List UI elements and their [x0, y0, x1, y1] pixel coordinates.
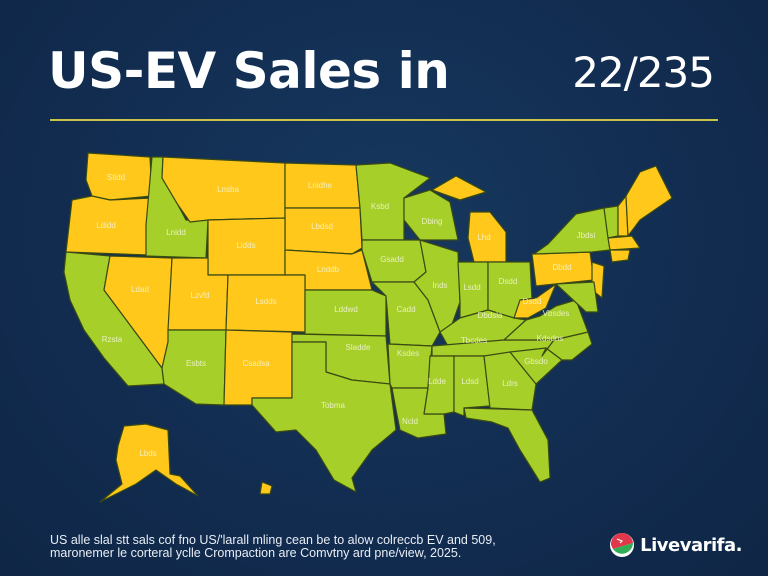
svg-text:Csadsa: Csadsa — [242, 359, 270, 368]
svg-text:Kdsdns: Kdsdns — [537, 334, 564, 343]
state-TX[interactable] — [251, 341, 397, 493]
svg-text:Vbsdes: Vbsdes — [543, 309, 570, 318]
svg-text:Esbts: Esbts — [186, 359, 206, 368]
svg-text:Dbdd: Dbdd — [552, 263, 571, 272]
globe-logo-icon — [610, 532, 635, 557]
state-VA[interactable] — [503, 299, 589, 341]
state-WV[interactable] — [513, 283, 557, 319]
svg-text:Inds: Inds — [432, 281, 447, 290]
svg-text:Rzsta: Rzsta — [102, 335, 123, 344]
svg-text:Lzvfd: Lzvfd — [190, 291, 209, 300]
svg-text:Lnddb: Lnddb — [317, 265, 340, 274]
svg-text:Ksbd: Ksbd — [371, 202, 389, 211]
svg-text:Lsdd: Lsdd — [463, 283, 480, 292]
svg-text:Lbds: Lbds — [139, 449, 156, 458]
state-SD[interactable] — [284, 207, 363, 255]
state-AK[interactable] — [99, 423, 199, 503]
year-label: 22/235 — [572, 48, 715, 97]
title-divider — [50, 119, 718, 121]
svg-text:Tobma: Tobma — [321, 401, 346, 410]
state-ME[interactable] — [625, 165, 673, 237]
svg-text:Tbcdes: Tbcdes — [461, 336, 487, 345]
state-KS[interactable] — [304, 289, 387, 337]
svg-text:Dbing: Dbing — [422, 217, 443, 226]
svg-text:Ldrs: Ldrs — [502, 379, 518, 388]
svg-text:Ldsd: Ldsd — [461, 377, 478, 386]
svg-text:Lnidhe: Lnidhe — [308, 181, 333, 190]
state-MD[interactable] — [555, 281, 599, 313]
state-labels: Stidd Ldidd Lnidd Lnsba Lnidhe Lbdsd Lid… — [96, 173, 595, 458]
state-FL[interactable] — [463, 407, 551, 483]
svg-text:Ldidd: Ldidd — [96, 221, 116, 230]
svg-text:Ksdes: Ksdes — [397, 349, 419, 358]
svg-text:Lnidd: Lnidd — [166, 228, 186, 237]
state-HI[interactable] — [259, 481, 273, 495]
footnote-line-2: maronemer le corteral yclle Crompaction … — [50, 546, 462, 560]
svg-text:Lddwd: Lddwd — [334, 305, 358, 314]
svg-text:Ldde: Ldde — [428, 377, 446, 386]
page-title: US-EV Sales in — [48, 42, 450, 100]
state-GA[interactable] — [483, 351, 537, 411]
svg-text:Lhd: Lhd — [477, 233, 490, 242]
brand-logo: Livevarifa. — [609, 532, 742, 558]
svg-text:Dsdd: Dsdd — [499, 277, 518, 286]
svg-text:Gbsdo: Gbsdo — [524, 357, 548, 366]
svg-text:Cadd: Cadd — [396, 305, 415, 314]
svg-text:Jbdsi: Jbdsi — [577, 231, 596, 240]
svg-text:Lidds: Lidds — [236, 241, 255, 250]
svg-text:Lnsba: Lnsba — [217, 185, 239, 194]
state-MA[interactable] — [607, 235, 641, 251]
svg-text:Lbdsd: Lbdsd — [311, 222, 333, 231]
svg-text:Stidd: Stidd — [107, 173, 125, 182]
footnote-line-1: US alle slal stt sals cof fno US/'larall… — [50, 533, 496, 547]
state-WI[interactable] — [403, 189, 459, 241]
svg-text:Dbdsla: Dbdsla — [478, 311, 503, 320]
state-CT[interactable] — [609, 249, 631, 263]
svg-text:Ldad: Ldad — [131, 285, 149, 294]
svg-text:Gsadd: Gsadd — [380, 255, 404, 264]
svg-text:Ncld: Ncld — [402, 417, 418, 426]
svg-text:Lsdds: Lsdds — [255, 297, 276, 306]
footnote: US alle slal stt sals cof fno US/'larall… — [50, 534, 496, 560]
svg-text:Sladde: Sladde — [346, 343, 371, 352]
brand-name: Livevarifa. — [640, 534, 742, 556]
state-NY[interactable] — [533, 207, 611, 255]
svg-text:Dsdd: Dsdd — [523, 297, 542, 306]
